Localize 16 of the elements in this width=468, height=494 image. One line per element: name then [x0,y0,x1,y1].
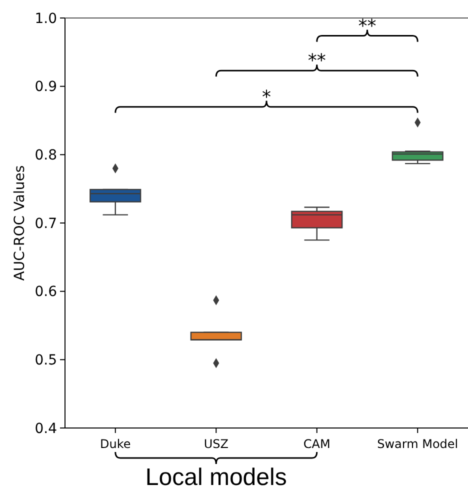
x-tick-label: Swarm Model [377,437,458,451]
x-tick-label: Duke [100,437,131,451]
y-tick-label: 0.7 [34,216,57,232]
y-axis-title: AUC-ROC Values [12,165,28,281]
text: Local models [145,464,287,491]
x-tick-label: USZ [204,437,228,451]
y-tick-label: 0.9 [34,79,57,96]
annotation: ** [358,16,376,37]
annotation: * [262,86,271,108]
y-tick-label: 1.0 [34,10,57,27]
x-tick-label: CAM [303,437,330,451]
y-tick-label: 0.4 [34,420,58,437]
y-tick-label: 0.8 [34,148,57,164]
annotation: ** [308,50,326,72]
y-tick-label: 0.6 [34,284,58,300]
y-tick-label: 0.5 [34,352,57,369]
